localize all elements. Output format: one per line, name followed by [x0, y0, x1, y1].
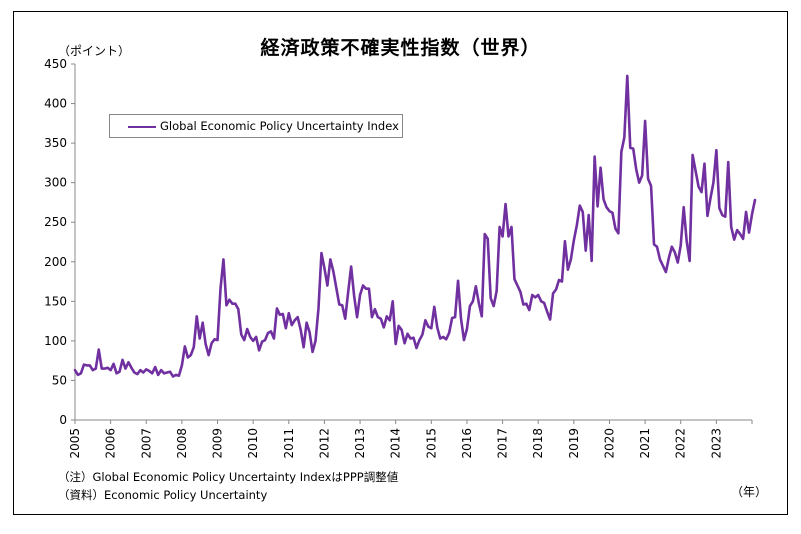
x-tick-label: 2017 [496, 428, 510, 459]
x-tick-label: 2007 [139, 428, 153, 459]
y-tick-label: 250 [44, 215, 67, 229]
x-tick-label: 2006 [104, 428, 118, 459]
y-tick-label: 450 [44, 57, 67, 71]
x-tick-label: 2023 [709, 428, 723, 459]
legend-swatch [128, 126, 156, 128]
chart-frame [13, 11, 788, 515]
x-tick-label: 2019 [567, 428, 581, 459]
x-tick-label: 2005 [68, 428, 82, 459]
y-axis-unit-label: （ポイント） [58, 44, 131, 58]
y-tick-label: 300 [44, 176, 67, 190]
x-tick-label: 2022 [674, 428, 688, 459]
x-tick-label: 2020 [602, 428, 616, 459]
source-note: （資料）Economic Policy Uncertainty [58, 488, 268, 502]
y-tick-label: 0 [59, 413, 67, 427]
legend-label: Global Economic Policy Uncertainty Index [160, 119, 399, 133]
series-line-global-epu [73, 74, 757, 378]
footnote: （注）Global Economic Policy Uncertainty In… [58, 470, 399, 484]
x-tick-label: 2014 [389, 428, 403, 459]
y-tick-label: 350 [44, 136, 67, 150]
x-tick-label: 2018 [531, 428, 545, 459]
x-tick-label: 2009 [211, 428, 225, 459]
x-tick-label: 2015 [424, 428, 438, 459]
y-tick-label: 200 [44, 255, 67, 269]
x-tick-label: 2016 [460, 428, 474, 459]
x-tick-label: 2021 [638, 428, 652, 459]
x-tick-label: 2012 [317, 428, 331, 459]
chart-title: 経済政策不確実性指数（世界） [260, 37, 541, 59]
y-tick-label: 150 [44, 294, 67, 308]
y-tick-label: 50 [52, 373, 67, 387]
x-tick-label: 2011 [282, 428, 296, 459]
x-tick-label: 2013 [353, 428, 367, 459]
x-tick-label: 2010 [246, 428, 260, 459]
y-tick-label: 400 [44, 97, 67, 111]
x-tick-label: 2008 [175, 428, 189, 459]
x-axis-unit-label: （年） [731, 485, 768, 499]
y-tick-label: 100 [44, 334, 67, 348]
legend: Global Economic Policy Uncertainty Index [109, 114, 403, 138]
